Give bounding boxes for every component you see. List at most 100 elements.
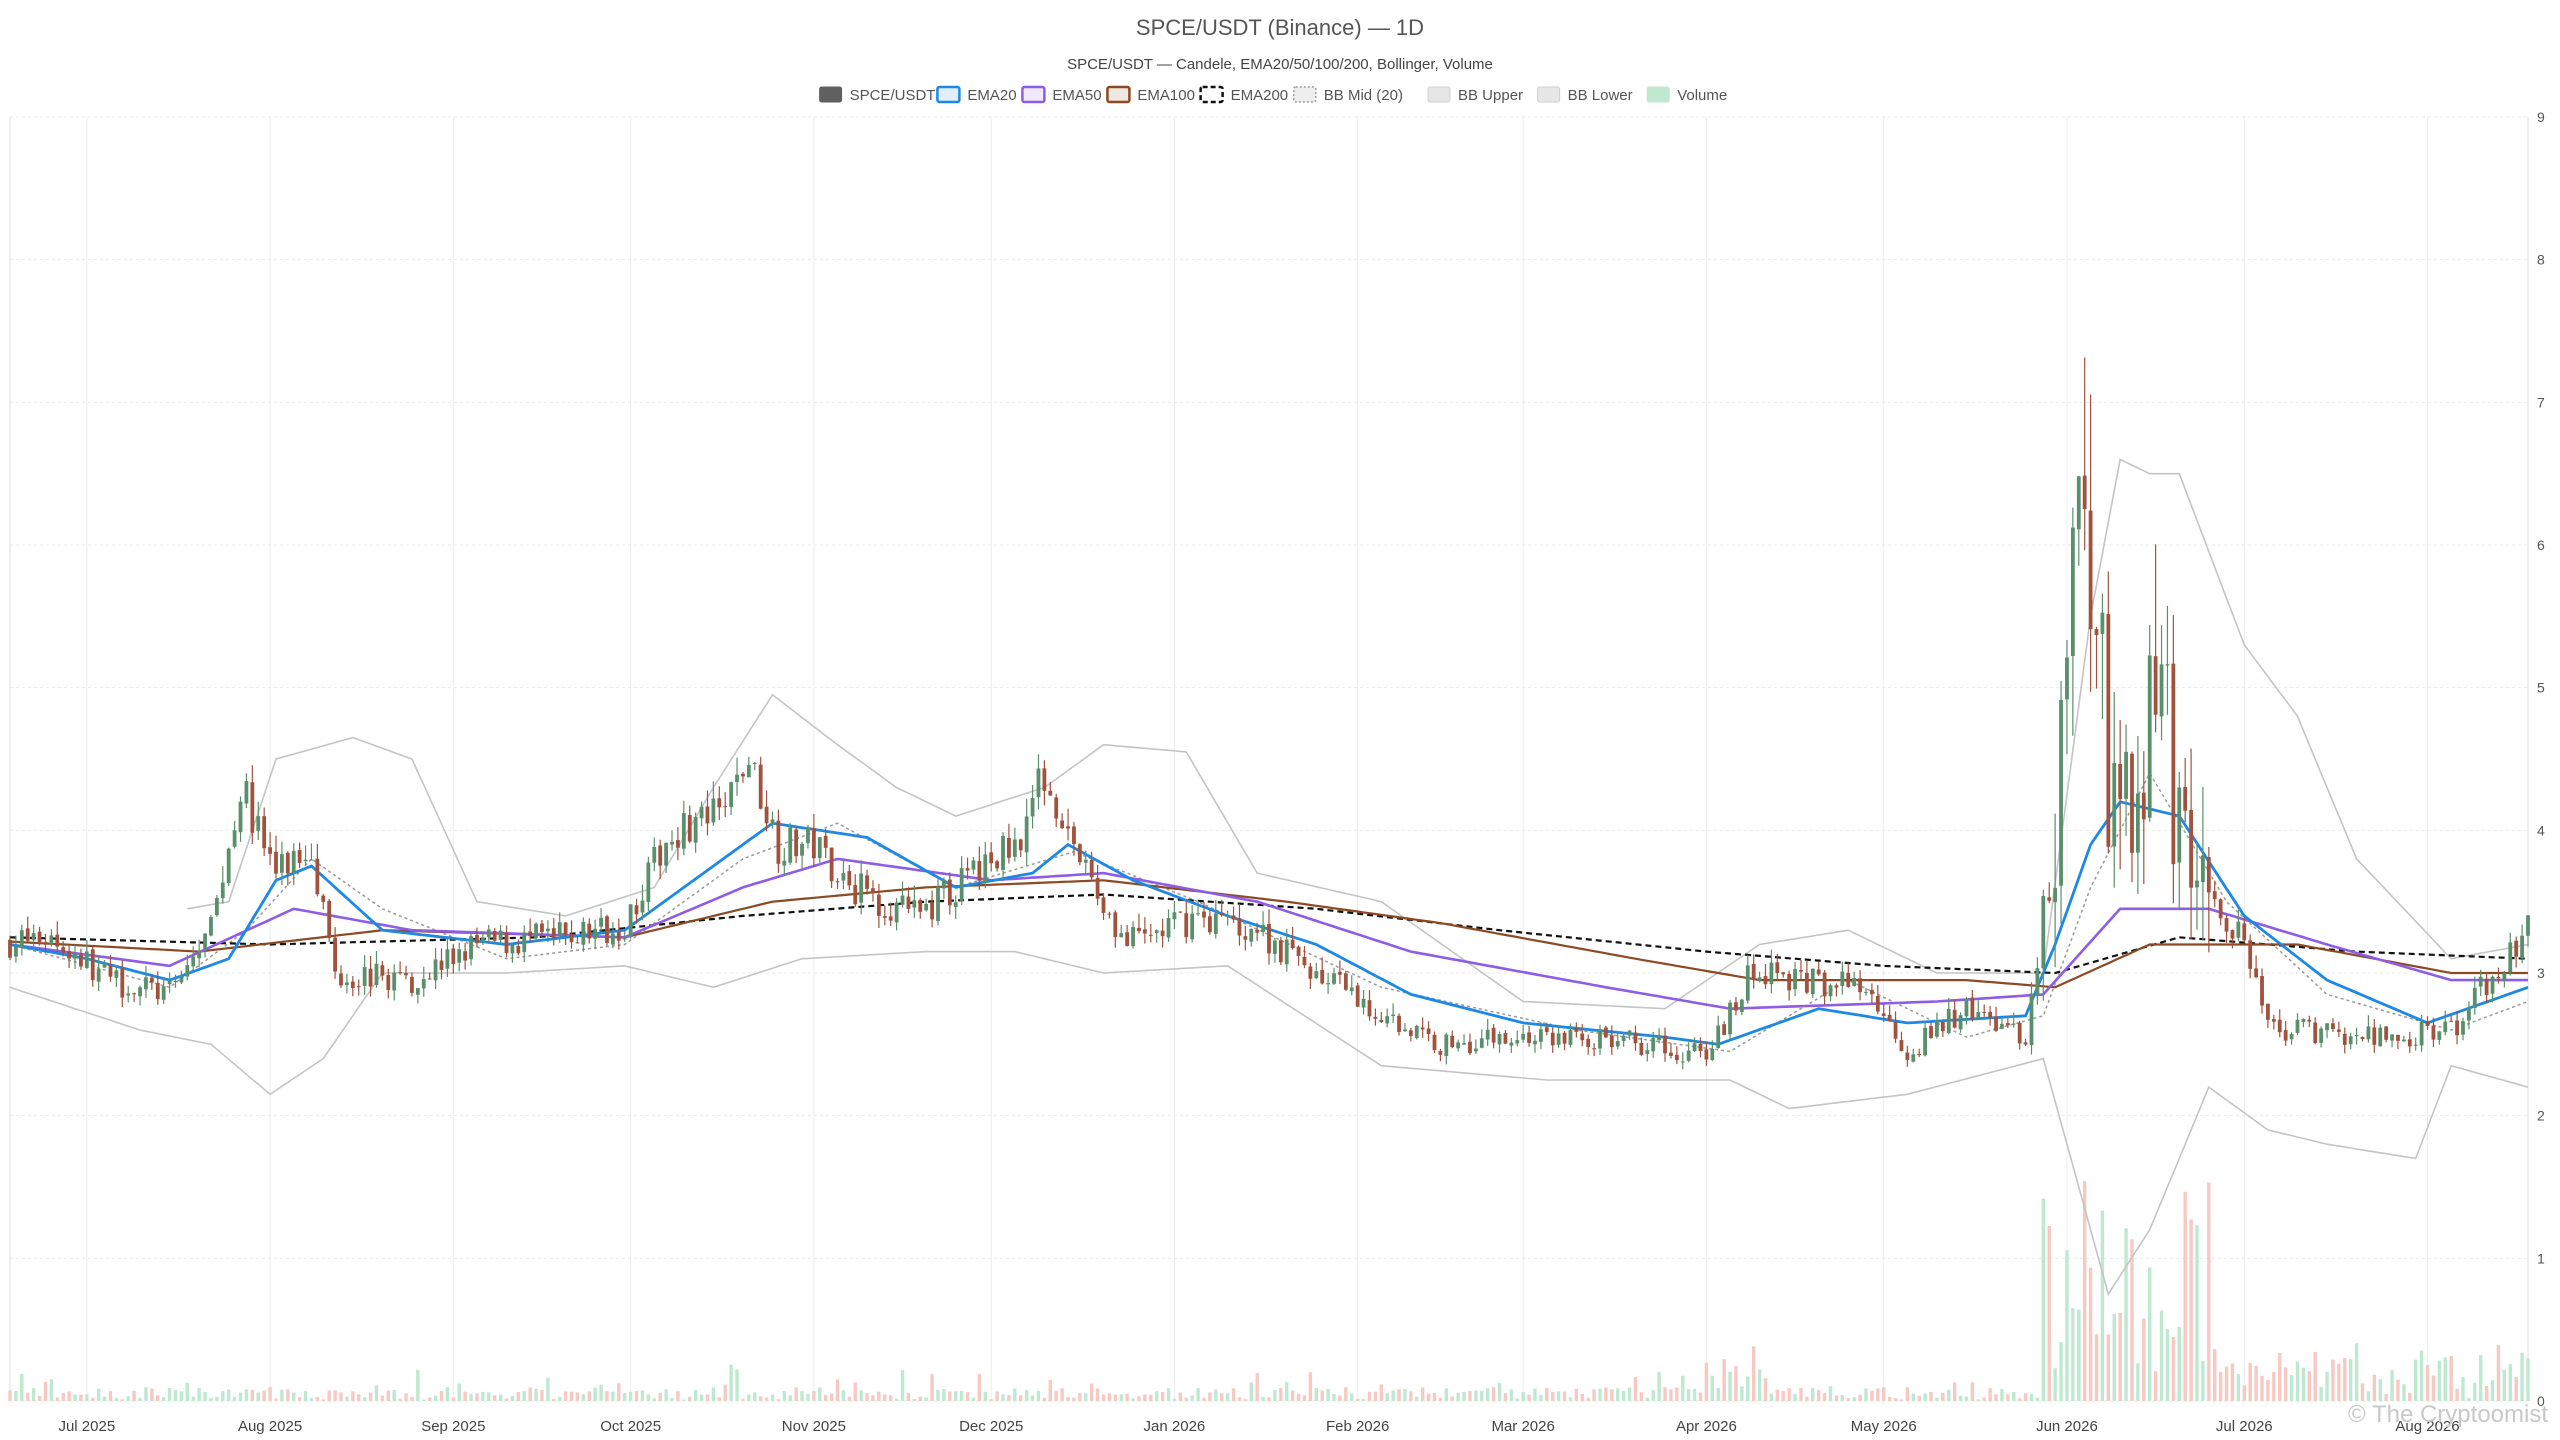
candle-body bbox=[2319, 1028, 2324, 1043]
volume-bar bbox=[1982, 1397, 1986, 1401]
candle-body bbox=[2112, 762, 2117, 847]
volume-bar bbox=[1326, 1388, 1330, 1401]
volume-bar bbox=[1870, 1390, 1874, 1401]
volume-bar bbox=[49, 1379, 54, 1401]
candle-body bbox=[1125, 932, 1130, 946]
legend-swatch bbox=[1293, 86, 1317, 103]
candle-body bbox=[114, 970, 119, 978]
candle-body bbox=[2520, 935, 2524, 959]
volume-bar bbox=[794, 1387, 798, 1401]
candle-body bbox=[1414, 1025, 1419, 1038]
candle-body bbox=[220, 882, 225, 899]
legend-item[interactable]: EMA50 bbox=[1021, 85, 1102, 104]
candle-body bbox=[1710, 1048, 1715, 1061]
candle-body bbox=[1131, 926, 1135, 947]
candle-body bbox=[1739, 999, 1744, 1012]
volume-bar bbox=[362, 1397, 367, 1401]
candle-body bbox=[368, 968, 373, 987]
volume-bar bbox=[498, 1394, 503, 1401]
volume-bar bbox=[2071, 1308, 2075, 1401]
ema50-line bbox=[9, 857, 2528, 1011]
candle-body bbox=[693, 816, 698, 843]
volume-bar bbox=[1964, 1396, 1969, 1401]
candle-body bbox=[256, 816, 261, 831]
volume-bar bbox=[173, 1389, 178, 1401]
candle-body bbox=[469, 936, 473, 960]
volume-bar bbox=[2301, 1367, 2306, 1401]
candle-body bbox=[1308, 966, 1313, 979]
volume-bars bbox=[8, 1181, 2530, 1401]
candle-body bbox=[1722, 1024, 1727, 1036]
legend-item[interactable]: BB Lower bbox=[1537, 86, 1633, 104]
volume-bar bbox=[2319, 1386, 2323, 1401]
candle-body bbox=[1946, 1009, 1951, 1034]
candle-body bbox=[2183, 787, 2188, 811]
legend: SPCE/USDT EMA20 EMA50 EMA100 EMA200 BB Mid (2… bbox=[819, 85, 1727, 104]
volume-bar bbox=[2047, 1225, 2051, 1401]
x-tick-label: Jan 2026 bbox=[1144, 1418, 1206, 1435]
candle-body bbox=[1036, 768, 1041, 798]
candle-body bbox=[1935, 1020, 1939, 1037]
legend-item[interactable]: SPCE/USDT bbox=[819, 86, 936, 104]
candle-body bbox=[1249, 928, 1254, 942]
volume-bar bbox=[977, 1373, 982, 1401]
candle-body bbox=[226, 848, 231, 883]
candle-body bbox=[1698, 1043, 1703, 1052]
candle-body bbox=[362, 967, 367, 987]
candle-body bbox=[1391, 1014, 1396, 1017]
volume-bar bbox=[983, 1391, 987, 1401]
volume-bar bbox=[209, 1398, 213, 1401]
volume-bar bbox=[1568, 1397, 1573, 1401]
candle-body bbox=[214, 897, 219, 916]
volume-bar bbox=[20, 1374, 24, 1401]
legend-item[interactable]: BB Mid (20) bbox=[1293, 86, 1403, 104]
volume-bar bbox=[2473, 1382, 2477, 1401]
legend-item[interactable]: EMA20 bbox=[936, 85, 1017, 104]
candle-body bbox=[1846, 972, 1851, 987]
legend-item[interactable]: Volume bbox=[1646, 86, 1727, 104]
volume-bar bbox=[2100, 1210, 2105, 1401]
volume-bar bbox=[1887, 1396, 1892, 1401]
volume-bar bbox=[179, 1391, 184, 1401]
candle-body bbox=[557, 922, 562, 937]
volume-bar bbox=[2207, 1182, 2211, 1401]
candle-body bbox=[681, 813, 686, 849]
volume-bar bbox=[2331, 1359, 2335, 1401]
legend-item[interactable]: EMA100 bbox=[1106, 85, 1195, 104]
volume-bar bbox=[1024, 1389, 1029, 1401]
volume-bar bbox=[699, 1394, 704, 1401]
volume-bar bbox=[1462, 1391, 1466, 1401]
volume-bar bbox=[1101, 1394, 1106, 1401]
volume-bar bbox=[912, 1398, 917, 1401]
volume-bar bbox=[2467, 1398, 2471, 1401]
volume-bar bbox=[161, 1397, 166, 1401]
volume-bar bbox=[1704, 1362, 1709, 1401]
volume-bar bbox=[534, 1388, 538, 1401]
legend-label: EMA100 bbox=[1137, 87, 1195, 104]
volume-bar bbox=[2242, 1385, 2246, 1401]
volume-bar bbox=[1113, 1394, 1118, 1401]
candle-body bbox=[1160, 930, 1165, 937]
volume-bar bbox=[238, 1392, 243, 1401]
candle-body bbox=[800, 843, 804, 856]
legend-item[interactable]: BB Upper bbox=[1427, 86, 1523, 104]
candle-body bbox=[1343, 973, 1348, 990]
volume-bar bbox=[971, 1397, 976, 1401]
volume-bar bbox=[1616, 1388, 1620, 1401]
candle-body bbox=[634, 905, 639, 915]
volume-bar bbox=[918, 1396, 922, 1401]
legend-label: EMA200 bbox=[1231, 87, 1289, 104]
volume-bar bbox=[250, 1389, 255, 1401]
volume-bar bbox=[1651, 1390, 1655, 1401]
candle-body bbox=[912, 900, 917, 908]
candle-body bbox=[1657, 1035, 1662, 1040]
volume-bar bbox=[1840, 1395, 1845, 1401]
volume-bar bbox=[1095, 1388, 1100, 1401]
candle-body bbox=[2053, 887, 2058, 903]
candle-body bbox=[2472, 987, 2477, 1008]
candle-body bbox=[894, 902, 899, 923]
legend-item[interactable]: EMA200 bbox=[1199, 85, 1289, 104]
candle-body bbox=[551, 928, 556, 938]
volume-bar bbox=[1698, 1392, 1703, 1401]
candle-body bbox=[1562, 1032, 1567, 1044]
